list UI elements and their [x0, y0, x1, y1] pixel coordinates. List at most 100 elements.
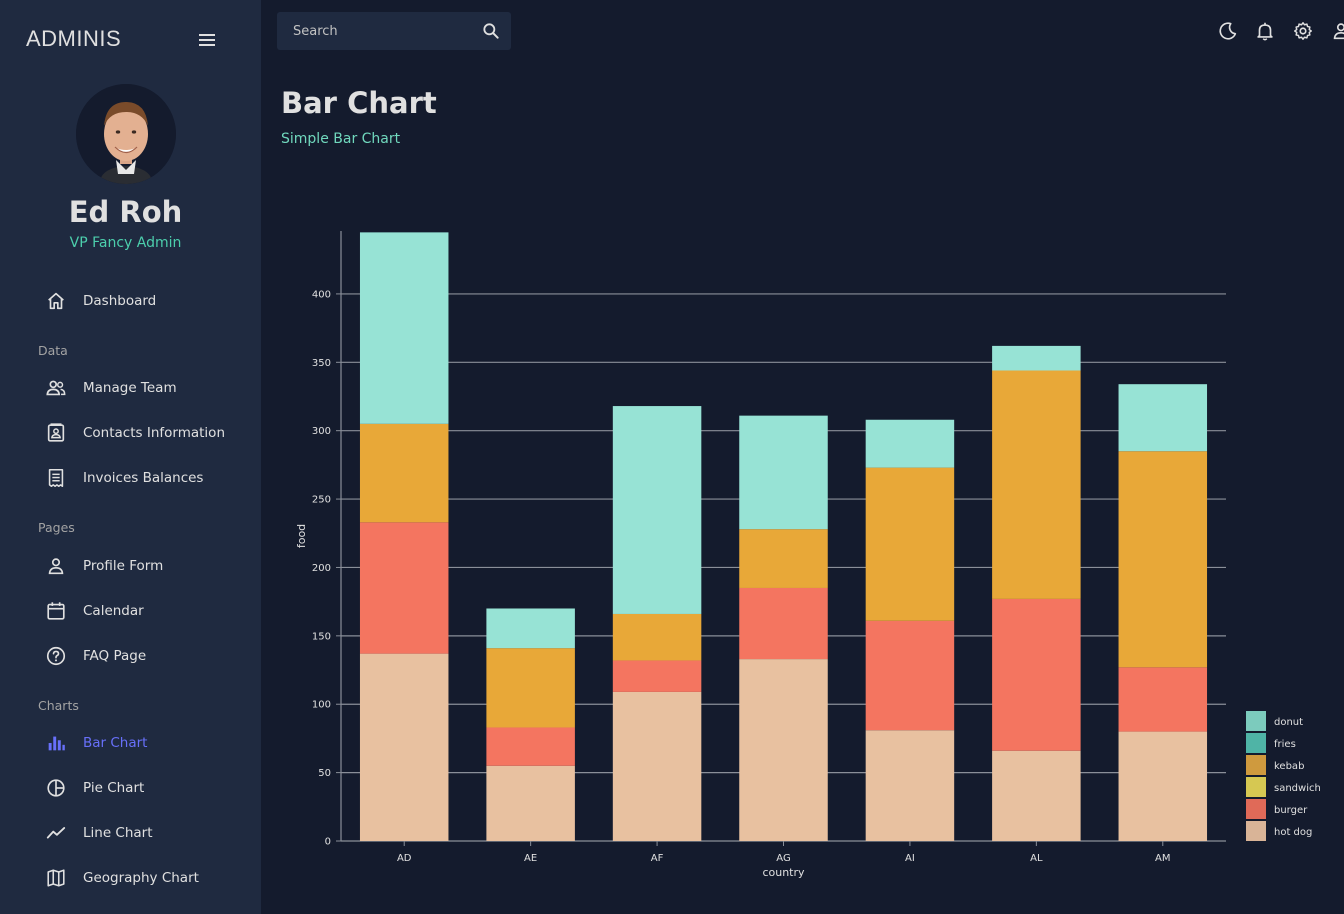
section-data: Data — [38, 343, 68, 358]
sidebar-item-label: Manage Team — [83, 380, 177, 396]
person-icon — [44, 554, 68, 578]
legend-label: fries — [1274, 739, 1296, 750]
sidebar-item-dashboard[interactable]: Dashboard — [44, 289, 156, 313]
bar-segment-kebab — [612, 613, 702, 661]
sidebar-item-manage-team[interactable]: Manage Team — [44, 376, 177, 400]
bar-segment-hot-dog — [739, 659, 828, 841]
pie-chart-icon — [44, 776, 68, 800]
bar-segment-burger — [1118, 667, 1208, 732]
bar-segment-burger — [612, 660, 702, 692]
page-title: Bar Chart — [281, 86, 437, 120]
bar-chart: 0 50 100 150 200 250 300 350 400 AD AE AF AG AI AL AM co… — [295, 231, 1321, 879]
bar-segment-donut — [865, 419, 955, 468]
bar-segment-hot-dog — [865, 730, 955, 841]
sidebar-item-faq[interactable]: FAQ Page — [44, 644, 146, 668]
help-circle-icon — [44, 644, 68, 668]
sidebar-item-label: Pie Chart — [83, 780, 145, 796]
profile-button[interactable] — [1330, 20, 1344, 42]
sidebar-item-calendar[interactable]: Calendar — [44, 599, 144, 623]
y-tick-label: 100 — [312, 700, 331, 711]
bar-segment-kebab — [865, 467, 955, 621]
sidebar-item-label: Dashboard — [83, 293, 157, 309]
settings-button[interactable] — [1292, 20, 1314, 42]
brand-logo: ADMINIS — [26, 26, 122, 51]
contacts-icon — [44, 421, 68, 445]
x-tick-label: AI — [905, 853, 915, 864]
gear-icon — [1294, 22, 1312, 40]
bar-chart-icon — [44, 731, 68, 755]
calendar-icon — [44, 599, 68, 623]
sidebar-item-bar-chart[interactable]: Bar Chart — [44, 731, 147, 755]
y-tick-label: 300 — [312, 426, 331, 437]
legend-label: hot dog — [1274, 827, 1312, 838]
legend-label: donut — [1274, 717, 1303, 728]
y-tick-label: 150 — [312, 631, 331, 642]
sidebar-item-profile[interactable]: Profile Form — [44, 554, 163, 578]
receipt-icon — [44, 466, 68, 490]
bell-icon — [1257, 22, 1273, 41]
search-bar — [277, 12, 511, 50]
sidebar-item-pie-chart[interactable]: Pie Chart — [44, 776, 144, 800]
x-tick-label: AM — [1155, 853, 1170, 864]
search-input[interactable] — [293, 12, 473, 50]
legend-swatch — [1246, 711, 1266, 731]
y-tick-label: 0 — [325, 837, 331, 848]
home-icon — [44, 289, 68, 313]
x-axis-label: country — [762, 866, 805, 879]
bar-segment-burger — [486, 727, 575, 766]
theme-toggle-button[interactable] — [1217, 20, 1239, 42]
legend-swatch — [1246, 821, 1266, 841]
sidebar-item-label: Line Chart — [83, 825, 153, 841]
bar-segment-kebab — [739, 529, 828, 588]
page-subtitle: Simple Bar Chart — [281, 131, 401, 147]
legend-label: burger — [1274, 805, 1308, 816]
sidebar-item-geography-chart[interactable]: Geography Chart — [44, 866, 199, 890]
y-tick-label: 50 — [318, 768, 331, 779]
x-tick-label: AL — [1030, 853, 1043, 864]
bar-segment-kebab — [359, 423, 449, 523]
sidebar-item-line-chart[interactable]: Line Chart — [44, 821, 153, 845]
section-pages: Pages — [38, 520, 75, 535]
moon-icon — [1219, 22, 1237, 40]
search-icon — [483, 23, 499, 39]
bar-segment-burger — [865, 620, 955, 731]
legend-swatch — [1246, 755, 1266, 775]
bar-segment-hot-dog — [992, 750, 1081, 841]
bar-segment-burger — [739, 587, 828, 660]
legend-label: kebab — [1274, 761, 1304, 772]
sidebar-item-label: Geography Chart — [83, 870, 199, 886]
y-tick-label: 200 — [312, 563, 331, 574]
map-icon — [44, 866, 68, 890]
sidebar-item-label: Calendar — [83, 603, 144, 619]
bar-segment-donut — [486, 608, 575, 649]
sidebar-item-label: FAQ Page — [83, 648, 147, 664]
bar-segment-kebab — [486, 648, 575, 728]
x-tick-label: AD — [397, 853, 412, 864]
bar-segment-donut — [359, 232, 449, 424]
notifications-button[interactable] — [1254, 20, 1276, 42]
profile-photo — [76, 84, 176, 184]
people-icon — [44, 376, 68, 400]
legend-swatch — [1246, 799, 1266, 819]
sidebar-item-contacts[interactable]: Contacts Information — [44, 421, 225, 445]
avatar — [76, 84, 176, 184]
menu-toggle-button[interactable] — [196, 30, 218, 50]
user-role: VP Fancy Admin — [69, 235, 182, 251]
bar-segment-burger — [992, 598, 1081, 751]
bar-segment-kebab — [1118, 451, 1208, 668]
sidebar-item-invoices[interactable]: Invoices Balances — [44, 466, 203, 490]
sidebar-item-label: Contacts Information — [83, 425, 225, 441]
y-tick-label: 350 — [312, 358, 331, 369]
bar-segment-hot-dog — [1118, 731, 1208, 841]
legend-swatch — [1246, 777, 1266, 797]
x-tick-label: AF — [651, 853, 664, 864]
bar-segment-hot-dog — [612, 691, 702, 841]
search-button[interactable] — [481, 21, 501, 41]
bar-segment-burger — [359, 522, 449, 654]
bar-segment-kebab — [992, 370, 1081, 599]
sidebar: ADMINIS Ed Roh VP Fancy Admin Dashboard — [0, 0, 261, 914]
sidebar-item-label: Profile Form — [83, 558, 164, 574]
line-chart-icon — [44, 821, 68, 845]
legend-label: sandwich — [1274, 783, 1321, 794]
x-tick-label: AE — [524, 853, 537, 864]
